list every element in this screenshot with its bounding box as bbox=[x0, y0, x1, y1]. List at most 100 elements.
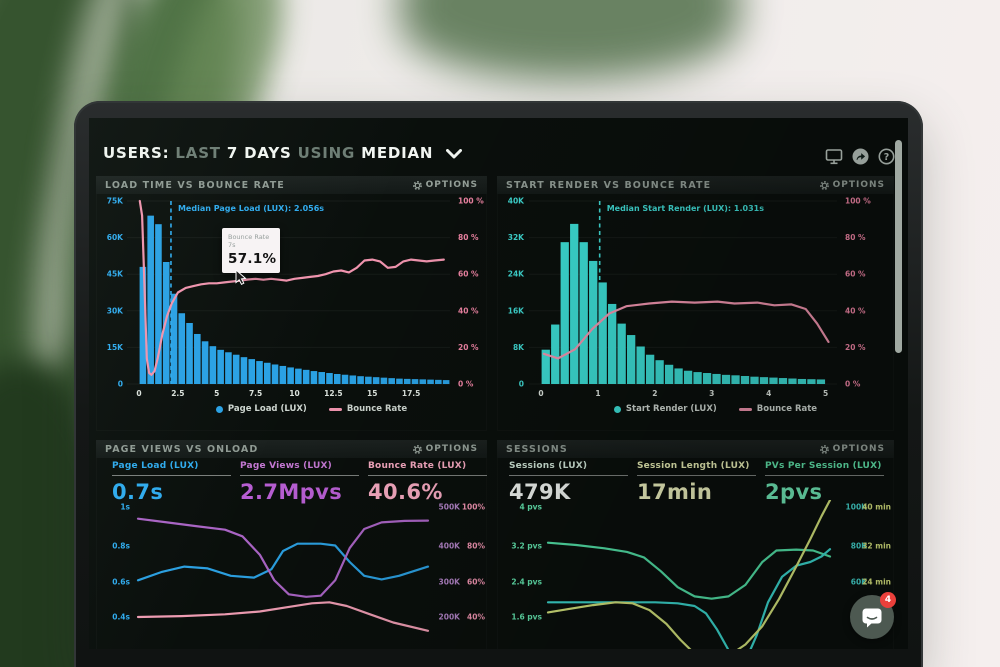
legend-label: Start Render (LUX) bbox=[625, 404, 717, 414]
panel-title: START RENDER VS BOUNCE RATE bbox=[506, 179, 712, 191]
svg-text:300K: 300K bbox=[439, 578, 462, 587]
legend-page-load: Page Load (LUX) bbox=[215, 404, 307, 414]
svg-text:0: 0 bbox=[519, 380, 524, 389]
svg-text:60%: 60% bbox=[467, 578, 485, 587]
title-last: LAST bbox=[175, 144, 221, 162]
svg-text:0.6s: 0.6s bbox=[112, 578, 130, 587]
svg-text:20 %: 20 % bbox=[458, 343, 479, 352]
display-icon[interactable] bbox=[825, 148, 843, 165]
options-label: OPTIONS bbox=[832, 444, 885, 454]
legend-dot-icon bbox=[613, 405, 621, 413]
header-toolbar: ? bbox=[825, 148, 895, 165]
metric-page-load: Page Load (LUX) 0.7s bbox=[112, 461, 231, 504]
dashboard-screen: USERS: LAST 7 DAYS USING MEDIAN bbox=[89, 118, 908, 667]
svg-text:80 %: 80 % bbox=[845, 233, 866, 242]
svg-text:0 %: 0 % bbox=[458, 380, 474, 389]
svg-text:0 %: 0 % bbox=[845, 380, 861, 389]
svg-text:10: 10 bbox=[289, 389, 299, 398]
chevron-down-icon[interactable] bbox=[446, 148, 463, 159]
legend-line-icon bbox=[328, 407, 342, 411]
metric-sessions: Sessions (LUX) 479K bbox=[509, 461, 628, 504]
legend-bounce-rate: Bounce Rate bbox=[328, 404, 408, 414]
svg-text:4: 4 bbox=[766, 389, 771, 398]
svg-text:20 %: 20 % bbox=[845, 343, 866, 352]
svg-text:100 %: 100 % bbox=[458, 197, 484, 206]
help-icon[interactable]: ? bbox=[878, 148, 895, 165]
svg-text:2.4 pvs: 2.4 pvs bbox=[511, 578, 542, 587]
svg-text:16K: 16K bbox=[508, 306, 525, 315]
panel-load-time-vs-bounce-rate: LOAD TIME VS BOUNCE RATE OPTIONS 0 0 % 15K… bbox=[96, 176, 487, 431]
svg-text:40%: 40% bbox=[467, 613, 485, 622]
svg-text:2.5: 2.5 bbox=[171, 389, 184, 398]
load-time-histogram-chart[interactable]: 0 0 % 15K 20 % 30K 40 % 45K 60 % 60K 80 % 75K 100 %… bbox=[96, 194, 487, 431]
legend-label: Bounce Rate bbox=[756, 404, 818, 414]
panel-titlebar: START RENDER VS BOUNCE RATE OPTIONS bbox=[497, 176, 894, 194]
svg-text:15: 15 bbox=[367, 389, 377, 398]
svg-text:30K: 30K bbox=[107, 306, 124, 315]
svg-text:80%: 80% bbox=[467, 542, 485, 551]
panel-titlebar: SESSIONS OPTIONS bbox=[497, 440, 894, 458]
svg-text:17.5: 17.5 bbox=[402, 389, 421, 398]
svg-text:1s: 1s bbox=[120, 503, 130, 512]
cursor-pointer-icon bbox=[235, 269, 247, 285]
share-arrow-icon[interactable] bbox=[852, 148, 869, 165]
svg-text:15K: 15K bbox=[107, 343, 124, 352]
notification-badge: 4 bbox=[880, 592, 896, 608]
svg-text:1.6 pvs: 1.6 pvs bbox=[511, 613, 542, 622]
laptop-bottom-bezel bbox=[76, 649, 921, 667]
bounce-rate-tooltip: Bounce Rate 7s 57.1% bbox=[222, 228, 280, 285]
svg-text:80 %: 80 % bbox=[458, 233, 479, 242]
options-label: OPTIONS bbox=[832, 180, 885, 190]
svg-text:200K: 200K bbox=[439, 613, 462, 622]
svg-text:100K: 100K bbox=[846, 503, 869, 512]
metric-value: 2pvs bbox=[765, 480, 823, 504]
metric-value: 0.7s bbox=[112, 480, 164, 504]
options-button[interactable]: OPTIONS bbox=[412, 444, 478, 454]
svg-text:1: 1 bbox=[595, 389, 600, 398]
metric-label: PVs Per Session (LUX) bbox=[765, 461, 884, 476]
svg-text:40 %: 40 % bbox=[458, 306, 479, 315]
svg-text:24 min: 24 min bbox=[862, 578, 891, 587]
metric-value: 479K bbox=[509, 480, 571, 504]
gear-icon bbox=[412, 444, 422, 454]
metric-pvs-per-session: PVs Per Session (LUX) 2pvs bbox=[765, 461, 884, 504]
options-button[interactable]: OPTIONS bbox=[819, 180, 885, 190]
title-metric: MEDIAN bbox=[361, 144, 434, 162]
options-label: OPTIONS bbox=[425, 180, 478, 190]
title-users: USERS: bbox=[103, 144, 170, 162]
metric-label: Page Views (LUX) bbox=[240, 461, 359, 476]
page-views-onload-line-chart[interactable]: 1s 500K 100% 0.8s 400K 80% 0.6s 300K 60% 0.4s 200K… bbox=[96, 500, 487, 667]
svg-text:Median Start Render (LUX): 1.0: Median Start Render (LUX): 1.031s bbox=[607, 204, 765, 213]
svg-text:80K: 80K bbox=[851, 542, 868, 551]
svg-text:60 %: 60 % bbox=[458, 270, 479, 279]
gear-icon bbox=[819, 180, 829, 190]
svg-text:12.5: 12.5 bbox=[324, 389, 343, 398]
legend-start-render: Start Render (LUX) bbox=[613, 404, 717, 414]
panel-sessions: SESSIONS OPTIONS Sessions (LUX) 479K Ses… bbox=[497, 440, 894, 667]
options-button[interactable]: OPTIONS bbox=[819, 444, 885, 454]
metric-label: Bounce Rate (LUX) bbox=[368, 461, 487, 476]
tooltip-series: Bounce Rate bbox=[228, 233, 270, 241]
svg-text:40K: 40K bbox=[508, 197, 525, 206]
metric-page-views: Page Views (LUX) 2.7Mpvs bbox=[240, 461, 359, 504]
legend-dot-icon bbox=[215, 405, 223, 413]
options-button[interactable]: OPTIONS bbox=[412, 180, 478, 190]
chart-legend: Start Render (LUX) Bounce Rate bbox=[537, 404, 894, 414]
start-render-histogram-chart[interactable]: 0 0 % 8K 20 % 16K 40 % 24K 60 % 32K 80 % 40K 100 % 0… bbox=[497, 194, 894, 431]
tooltip-value: 57.1% bbox=[228, 250, 277, 267]
chat-button[interactable]: 4 bbox=[850, 592, 896, 639]
svg-text:8K: 8K bbox=[513, 343, 525, 352]
plant-leaf bbox=[400, 0, 740, 80]
svg-text:7.5: 7.5 bbox=[249, 389, 262, 398]
legend-label: Bounce Rate bbox=[346, 404, 408, 414]
scrollbar[interactable] bbox=[895, 140, 902, 353]
metric-value: 2.7Mpvs bbox=[240, 480, 343, 504]
gear-icon bbox=[819, 444, 829, 454]
svg-text:0: 0 bbox=[118, 380, 123, 389]
svg-text:3.2 pvs: 3.2 pvs bbox=[511, 542, 542, 551]
title-range: 7 DAYS bbox=[226, 144, 292, 162]
metric-label: Sessions (LUX) bbox=[509, 461, 628, 476]
svg-text:0.4s: 0.4s bbox=[112, 613, 130, 622]
